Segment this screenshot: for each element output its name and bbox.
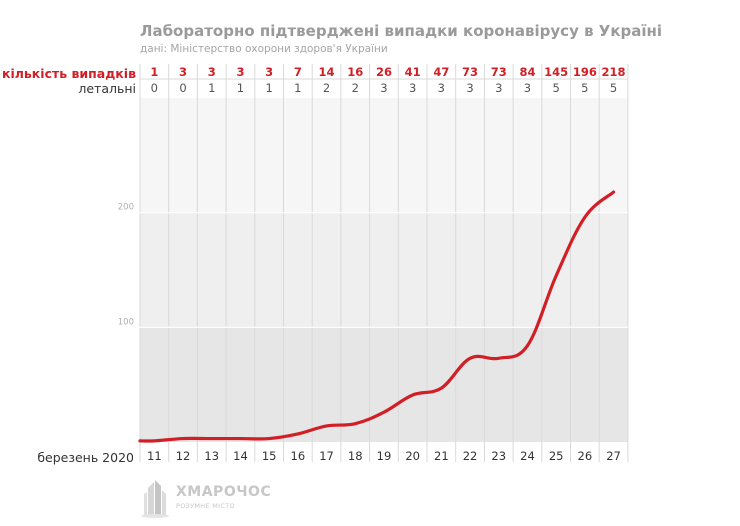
x-tick-label: 27 — [606, 449, 621, 463]
deaths-value: 2 — [352, 81, 359, 95]
y-tick-label: 100 — [118, 317, 134, 327]
cases-value: 218 — [602, 65, 626, 79]
cases-value: 16 — [347, 65, 363, 79]
cases-value: 3 — [208, 65, 216, 79]
deaths-value: 3 — [495, 81, 502, 95]
cases-value: 73 — [491, 65, 507, 79]
x-tick-label: 22 — [463, 449, 478, 463]
deaths-value: 3 — [524, 81, 531, 95]
x-tick-label: 25 — [549, 449, 564, 463]
x-tick-label: 21 — [434, 449, 449, 463]
x-tick-label: 19 — [377, 449, 392, 463]
cases-value: 14 — [319, 65, 335, 79]
deaths-value: 1 — [208, 81, 215, 95]
x-tick-label: 20 — [405, 449, 420, 463]
plot-band-upper — [140, 98, 628, 213]
deaths-value: 5 — [581, 81, 588, 95]
x-tick-label: 18 — [348, 449, 363, 463]
chart-subtitle: дані: Міністерство охорони здоров'я Укра… — [140, 43, 388, 55]
deaths-value: 5 — [610, 81, 617, 95]
deaths-value: 5 — [552, 81, 559, 95]
deaths-value: 3 — [409, 81, 416, 95]
cases-value: 3 — [265, 65, 273, 79]
cases-value: 41 — [405, 65, 421, 79]
x-tick-label: 16 — [291, 449, 306, 463]
x-tick-label: 13 — [204, 449, 219, 463]
cases-value: 3 — [179, 65, 187, 79]
deaths-value: 0 — [151, 81, 158, 95]
cases-value: 84 — [519, 65, 535, 79]
x-tick-label: 11 — [147, 449, 162, 463]
x-tick-label: 17 — [319, 449, 334, 463]
deaths-value: 3 — [438, 81, 445, 95]
cases-value: 145 — [544, 65, 568, 79]
cases-value: 7 — [294, 65, 302, 79]
x-tick-label: 24 — [520, 449, 535, 463]
x-tick-label: 15 — [262, 449, 277, 463]
x-tick-label: 12 — [176, 449, 191, 463]
deaths-value: 2 — [323, 81, 330, 95]
plot-band-lower — [140, 327, 628, 442]
x-axis-label: березень 2020 — [37, 450, 134, 465]
cases-value: 3 — [236, 65, 244, 79]
cases-value: 26 — [376, 65, 392, 79]
cases-row-label: кількість випадків — [1, 66, 136, 81]
cases-value: 73 — [462, 65, 478, 79]
plot-band-mid — [140, 212, 628, 328]
chart-title: Лабораторно підтверджені випадки коронав… — [140, 22, 663, 40]
cases-value: 1 — [150, 65, 158, 79]
cases-series-line — [138, 190, 616, 443]
x-tick-label: 23 — [491, 449, 506, 463]
deaths-value: 1 — [265, 81, 272, 95]
deaths-row-label: летальні — [78, 81, 136, 96]
deaths-value: 0 — [179, 81, 186, 95]
logo-name: ХМАРОЧОС — [176, 484, 272, 500]
x-tick-label: 26 — [578, 449, 593, 463]
x-tick-label: 14 — [233, 449, 248, 463]
y-tick-label: 200 — [118, 203, 134, 213]
deaths-value: 1 — [294, 81, 301, 95]
logo-tagline: РОЗУМНЕ МІСТО — [176, 502, 235, 510]
cases-value: 47 — [433, 65, 449, 79]
deaths-value: 3 — [380, 81, 387, 95]
deaths-value: 3 — [466, 81, 473, 95]
building-logo-icon — [141, 480, 169, 518]
deaths-value: 1 — [237, 81, 244, 95]
cases-value: 196 — [573, 65, 597, 79]
brand-logo: ХМАРОЧОС РОЗУМНЕ МІСТО — [138, 478, 288, 518]
